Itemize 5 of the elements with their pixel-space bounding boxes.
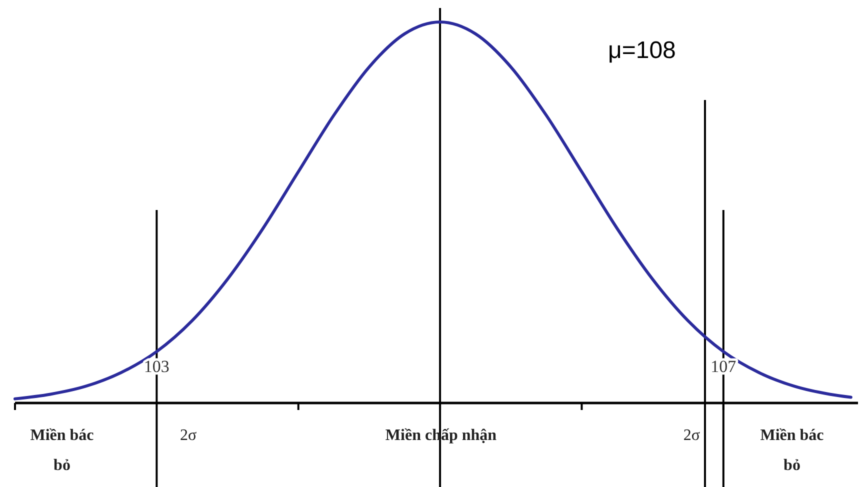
annotation: μ=108 bbox=[608, 37, 676, 64]
text: 2σ bbox=[180, 427, 197, 444]
text: 2σ bbox=[683, 427, 700, 444]
text: Miền bác bỏ bbox=[30, 427, 94, 474]
text: Miền bác bỏ bbox=[760, 427, 824, 474]
